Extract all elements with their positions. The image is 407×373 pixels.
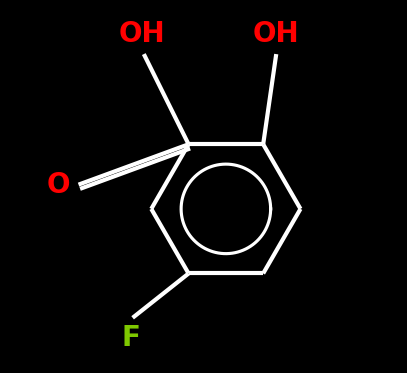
- Text: OH: OH: [119, 19, 165, 48]
- Text: OH: OH: [253, 19, 300, 48]
- Text: O: O: [46, 170, 70, 199]
- Text: F: F: [121, 324, 140, 352]
